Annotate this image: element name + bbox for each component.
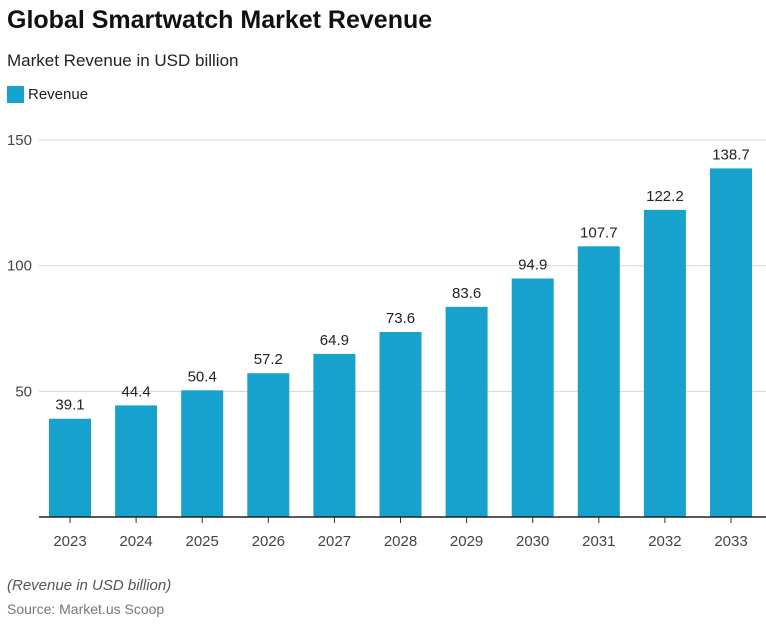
data-label: 57.2 (254, 351, 283, 368)
data-label: 107.7 (580, 224, 618, 241)
x-tick-label: 2026 (252, 533, 285, 550)
data-label: 64.9 (320, 332, 349, 349)
legend-swatch (7, 86, 24, 103)
source-text: Source: Market.us Scoop (7, 601, 165, 617)
data-label: 83.6 (452, 285, 481, 302)
x-tick-label: 2032 (648, 533, 681, 550)
x-tick-label: 2024 (119, 533, 152, 550)
chart-title: Global Smartwatch Market Revenue (7, 6, 433, 34)
bar (710, 168, 752, 517)
x-tick-label: 2028 (384, 533, 417, 550)
bar (577, 246, 620, 517)
y-tick-label: 150 (7, 132, 32, 149)
bar (379, 332, 422, 517)
legend-label: Revenue (28, 86, 89, 103)
bar (313, 353, 356, 517)
bar (49, 418, 91, 517)
bar (247, 373, 290, 517)
data-label: 50.4 (188, 368, 217, 385)
chart-subtitle: Market Revenue in USD billion (7, 51, 239, 70)
x-tick-label: 2029 (450, 533, 483, 550)
chart-note: (Revenue in USD billion) (7, 577, 172, 594)
legend: Revenue (7, 86, 88, 103)
x-tick-label: 2031 (582, 533, 615, 550)
y-tick-label: 100 (7, 258, 32, 275)
data-label: 73.6 (386, 310, 415, 327)
bar (643, 209, 686, 517)
data-label: 39.1 (55, 397, 84, 414)
x-tick-label: 2030 (516, 533, 549, 550)
x-tick-label: 2025 (186, 533, 219, 550)
data-label: 44.4 (121, 383, 150, 400)
y-tick-label: 50 (15, 383, 32, 400)
x-tick-label: 2033 (714, 533, 747, 550)
data-label: 122.2 (646, 188, 684, 205)
data-label: 138.7 (712, 146, 750, 163)
x-tick-label: 2023 (53, 533, 86, 550)
x-tick-label: 2027 (318, 533, 351, 550)
bar (181, 390, 224, 517)
data-label: 94.9 (518, 256, 547, 273)
bar (115, 405, 158, 517)
bar (511, 278, 554, 517)
bar (445, 306, 488, 517)
